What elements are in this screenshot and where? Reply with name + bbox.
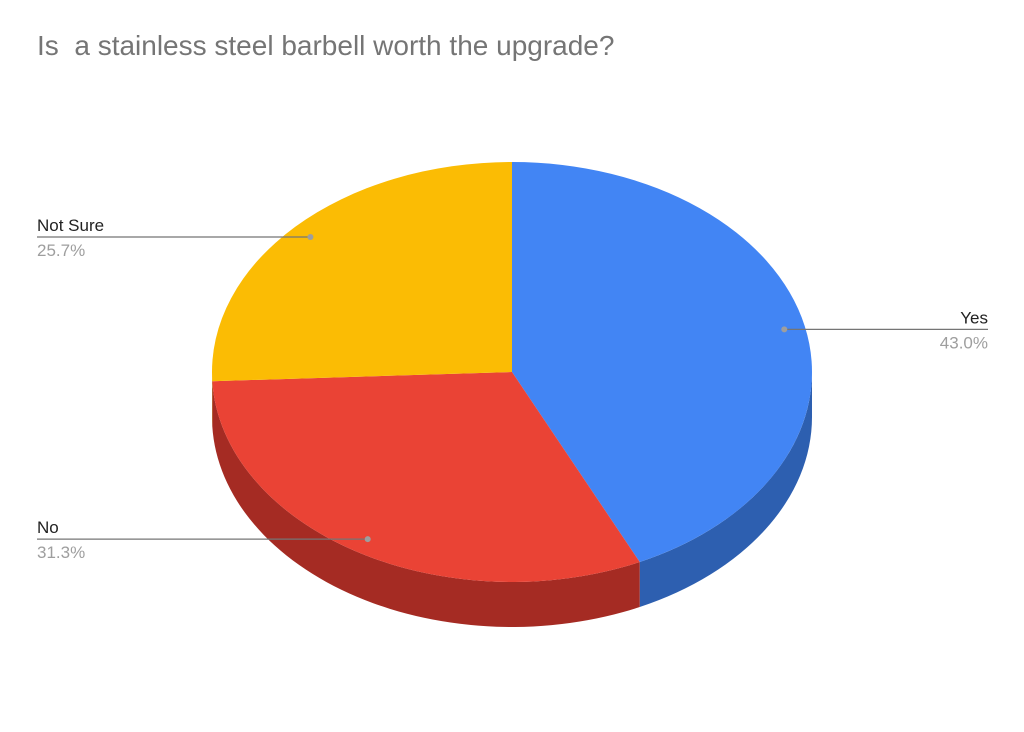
- chart-title: Is a stainless steel barbell worth the u…: [37, 30, 615, 61]
- slice-percent-not-sure: 25.7%: [37, 241, 85, 260]
- pie-side-no: [212, 381, 640, 628]
- leader-dot-yes: [781, 326, 788, 333]
- leader-dot-not-sure: [307, 233, 314, 240]
- pie-side-yes: [639, 372, 813, 608]
- slice-label-yes: Yes: [960, 308, 988, 327]
- leader-dot-no: [364, 536, 371, 543]
- slice-label-not-sure: Not Sure: [37, 216, 104, 235]
- pie-slice-yes[interactable]: [512, 162, 812, 563]
- slice-label-no: No: [37, 518, 59, 537]
- pie-slice-not-sure[interactable]: [211, 162, 512, 382]
- pie-slice-no[interactable]: [212, 372, 640, 582]
- slice-percent-yes: 43.0%: [940, 333, 988, 352]
- slice-percent-no: 31.3%: [37, 543, 85, 562]
